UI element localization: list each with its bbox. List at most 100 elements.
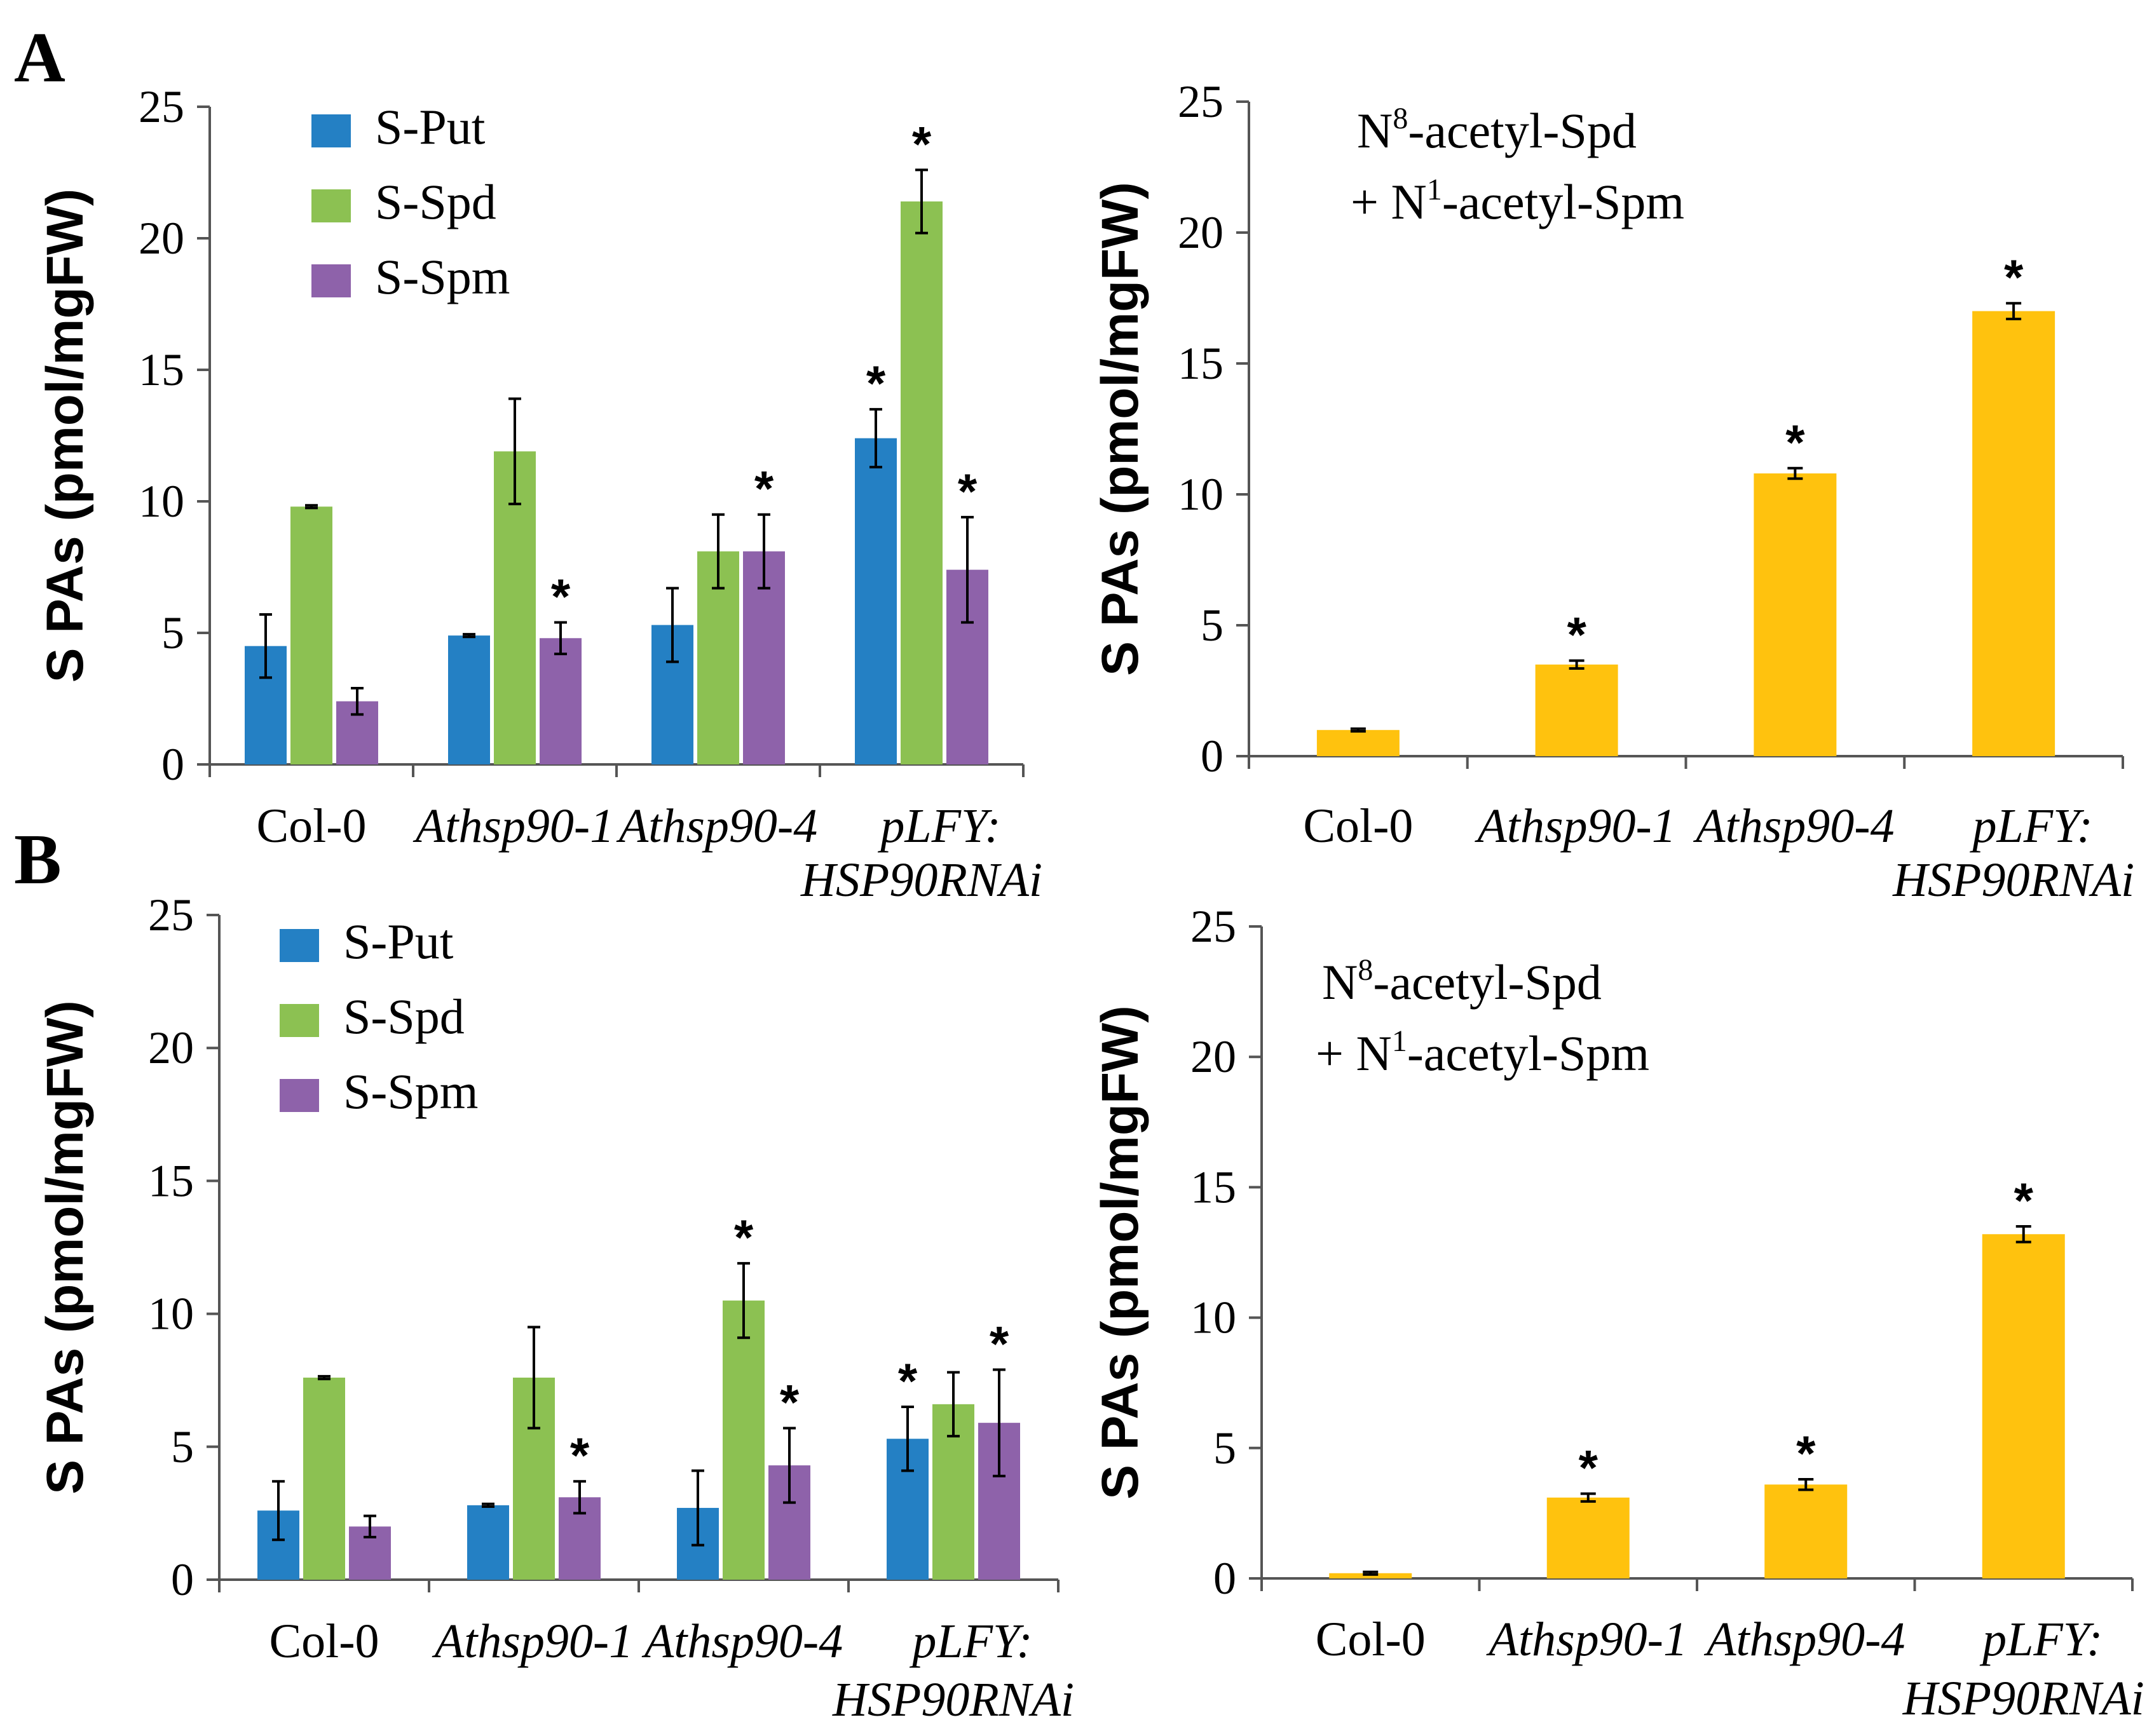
annotation-line-2: + N1-acetyl-Spm bbox=[1351, 173, 1684, 229]
y-tick-label: 25 bbox=[1178, 76, 1223, 127]
y-tick-label: 5 bbox=[1201, 600, 1223, 651]
legend-label: S-Spm bbox=[343, 1064, 478, 1119]
category-label: pLFY: bbox=[1969, 799, 2092, 853]
bar bbox=[1982, 1234, 2065, 1578]
y-axis-label: S PAs (pmol/mgFW) bbox=[1091, 182, 1149, 675]
bar bbox=[540, 638, 582, 764]
significance-marker: * bbox=[1796, 1425, 1816, 1481]
category-label: Athsp90-4 bbox=[1693, 799, 1894, 853]
y-tick-label: 10 bbox=[1190, 1292, 1236, 1343]
category-label: Col-0 bbox=[1316, 1613, 1426, 1666]
y-axis-label: S PAs (pmol/mgFW) bbox=[36, 1000, 94, 1494]
annotation-superscript: 1 bbox=[1427, 173, 1442, 207]
annotation-superscript: 1 bbox=[1392, 1024, 1407, 1058]
annotation-text: N bbox=[1357, 103, 1393, 158]
y-tick-label: 25 bbox=[148, 890, 194, 940]
significance-marker: * bbox=[958, 463, 978, 519]
category-label: pLFY: bbox=[909, 1615, 1032, 1668]
category-label: pLFY: bbox=[877, 799, 1000, 853]
significance-marker: * bbox=[2014, 1172, 2034, 1228]
significance-marker: * bbox=[551, 568, 571, 624]
y-tick-label: 5 bbox=[1213, 1423, 1236, 1474]
annotation-text: -acetyl-Spd bbox=[1408, 103, 1637, 158]
chart-b-left: 0 5 10 15 20 25 S PAs (pmol/mgFW) * * * * * Col-0 Ath… bbox=[36, 890, 1074, 1726]
annotation-line-2: + N1-acetyl-Spm bbox=[1316, 1024, 1649, 1081]
significance-marker: * bbox=[898, 1353, 918, 1409]
legend-swatch bbox=[311, 264, 351, 297]
category-label: Col-0 bbox=[269, 1615, 379, 1668]
y-tick-label: 20 bbox=[1178, 207, 1223, 258]
y-tick-label: 15 bbox=[1190, 1162, 1236, 1212]
legend-swatch bbox=[311, 189, 351, 222]
y-tick-label: 20 bbox=[1190, 1031, 1236, 1082]
category-label: Athsp90-4 bbox=[641, 1615, 843, 1668]
category-label: Col-0 bbox=[1303, 799, 1413, 853]
significance-marker: * bbox=[1579, 1440, 1598, 1496]
category-label: Col-0 bbox=[256, 799, 366, 853]
legend-swatch bbox=[280, 1079, 319, 1112]
bar bbox=[1329, 1573, 1412, 1578]
y-tick-label: 20 bbox=[148, 1022, 194, 1073]
y-tick-label: 25 bbox=[139, 81, 184, 132]
y-tick-label: 0 bbox=[1213, 1553, 1236, 1604]
annotation-text: + N bbox=[1351, 174, 1427, 229]
annotation-text: -acetyl-Spm bbox=[1407, 1026, 1649, 1081]
legend-swatch bbox=[280, 1004, 319, 1037]
significance-marker: * bbox=[912, 116, 932, 172]
annotation-line-1: N8-acetyl-Spd bbox=[1322, 953, 1602, 1010]
significance-marker: * bbox=[866, 355, 886, 411]
y-tick-label: 0 bbox=[171, 1554, 194, 1605]
y-tick-label: 10 bbox=[148, 1289, 194, 1339]
bar bbox=[1972, 311, 2055, 757]
category-label: HSP90RNAi bbox=[800, 853, 1042, 907]
chart-b-right: 0 5 10 15 20 25 S PAs (pmol/mgFW) * * * Col-0 Athsp… bbox=[1091, 901, 2144, 1725]
category-label: Athsp90-1 bbox=[1474, 799, 1675, 853]
bar bbox=[1764, 1484, 1848, 1578]
legend-label: S-Spm bbox=[375, 249, 510, 304]
category-label: HSP90RNAi bbox=[1902, 1672, 2144, 1725]
y-tick-label: 15 bbox=[1178, 338, 1223, 389]
panel-letter-a: A bbox=[14, 18, 65, 97]
category-label: Athsp90-1 bbox=[432, 1615, 633, 1668]
annotation-line-1: N8-acetyl-Spd bbox=[1357, 102, 1637, 158]
significance-marker: * bbox=[1785, 414, 1805, 470]
category-label: Athsp90-1 bbox=[1486, 1613, 1687, 1666]
bar bbox=[290, 506, 332, 764]
bar bbox=[467, 1505, 509, 1580]
category-label: Athsp90-1 bbox=[412, 799, 614, 853]
legend-label: S-Put bbox=[375, 99, 486, 154]
category-label: pLFY: bbox=[1979, 1613, 2103, 1666]
legend-swatch bbox=[311, 114, 351, 147]
y-tick-label: 10 bbox=[139, 476, 184, 527]
y-tick-label: 25 bbox=[1190, 901, 1236, 952]
y-tick-label: 5 bbox=[161, 607, 184, 658]
y-tick-label: 0 bbox=[1201, 731, 1223, 782]
category-label: HSP90RNAi bbox=[832, 1673, 1074, 1726]
legend-label: S-Put bbox=[343, 914, 454, 969]
bar bbox=[1316, 729, 1400, 756]
significance-marker: * bbox=[990, 1315, 1009, 1371]
y-axis-label: S PAs (pmol/mgFW) bbox=[36, 189, 94, 682]
y-tick-label: 15 bbox=[139, 344, 184, 395]
bar bbox=[901, 201, 943, 764]
category-label: Athsp90-4 bbox=[616, 799, 817, 853]
annotation-superscript: 8 bbox=[1393, 102, 1408, 135]
y-tick-label: 10 bbox=[1178, 469, 1223, 520]
chart-a-left: 0 5 10 15 20 25 S PAs (pmol/mgFW) * * * * * Col-0 Ath… bbox=[36, 81, 1042, 907]
y-tick-label: 0 bbox=[161, 739, 184, 790]
y-tick-label: 5 bbox=[171, 1421, 194, 1472]
category-label: Athsp90-4 bbox=[1703, 1613, 1905, 1666]
annotation-text: + N bbox=[1316, 1026, 1392, 1081]
chart-a-right: 0 5 10 15 20 25 S PAs (pmol/mgFW) * * * Col-0 Athsp… bbox=[1091, 76, 2134, 907]
y-tick-label: 15 bbox=[148, 1155, 194, 1206]
bar bbox=[1535, 664, 1618, 756]
significance-marker: * bbox=[734, 1209, 754, 1265]
annotation-text: -acetyl-Spd bbox=[1373, 954, 1602, 1010]
category-label: HSP90RNAi bbox=[1892, 853, 2134, 907]
y-axis-label: S PAs (pmol/mgFW) bbox=[1091, 1005, 1149, 1499]
bar bbox=[1546, 1497, 1630, 1578]
bar bbox=[1754, 473, 1837, 756]
legend-swatch bbox=[280, 929, 319, 962]
annotation-superscript: 8 bbox=[1358, 953, 1373, 987]
